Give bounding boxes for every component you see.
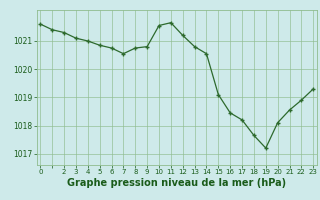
X-axis label: Graphe pression niveau de la mer (hPa): Graphe pression niveau de la mer (hPa): [67, 178, 286, 188]
